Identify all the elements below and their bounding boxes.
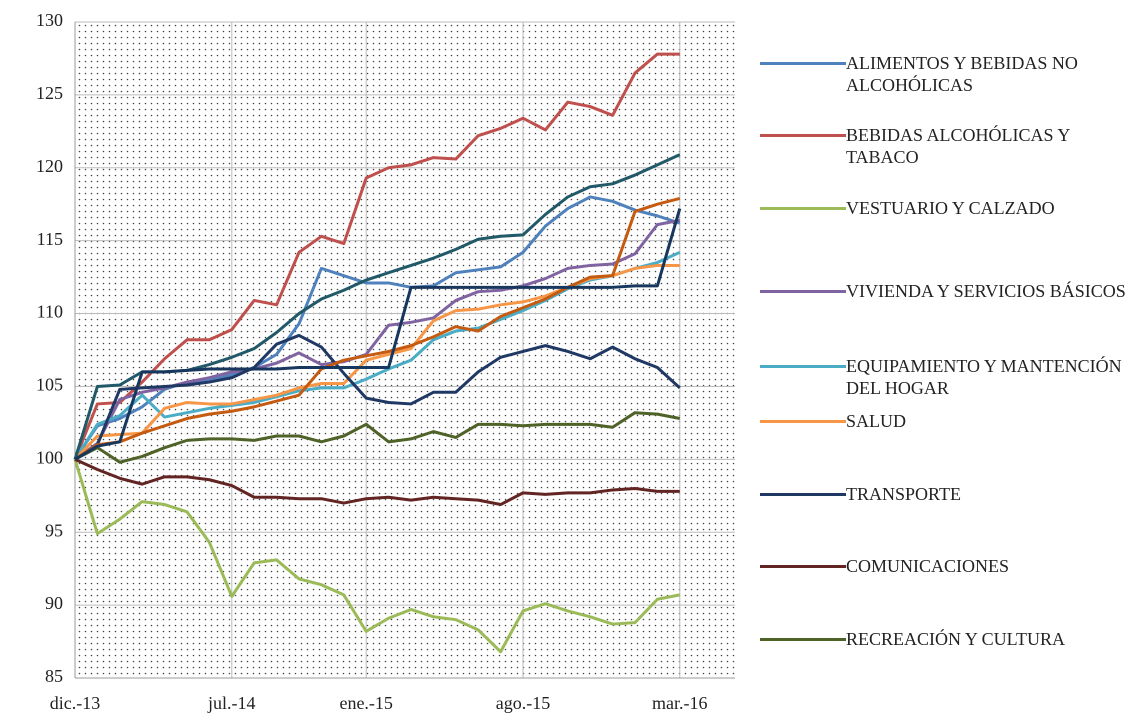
legend-item: VIVIENDA Y SERVICIOS BÁSICOS	[760, 280, 1130, 302]
legend-swatch	[760, 420, 846, 423]
legend-item: EQUIPAMIENTO Y MANTENCIÓN DEL HOGAR	[760, 355, 1130, 399]
legend-label: VIVIENDA Y SERVICIOS BÁSICOS	[846, 281, 1126, 301]
x-tick-label: mar.-16	[652, 693, 708, 713]
y-tick-label: 120	[36, 156, 63, 176]
legend-item: BEBIDAS ALCOHÓLICAS Y TABACO	[760, 124, 1130, 168]
legend-swatch	[760, 493, 846, 496]
legend-item: SALUD	[760, 410, 1130, 432]
legend-item: TRANSPORTE	[760, 483, 1130, 505]
legend-label: ALIMENTOS Y BEBIDAS NO ALCOHÓLICAS	[846, 53, 1078, 95]
series-line	[74, 457, 680, 507]
legend-label: SALUD	[846, 411, 907, 431]
legend-swatch	[760, 365, 846, 368]
y-tick-label: 85	[45, 666, 63, 686]
x-tick-label: ago.-15	[496, 693, 550, 713]
y-tick-label: 90	[45, 593, 63, 613]
y-tick-label: 105	[36, 375, 63, 395]
y-tick-label: 95	[45, 520, 63, 540]
legend-label: COMUNICACIONES	[846, 556, 1010, 576]
series-line	[74, 411, 681, 464]
legend-swatch	[760, 290, 846, 293]
x-tick-label: dic.-13	[50, 693, 100, 713]
legend-item: ALIMENTOS Y BEBIDAS NO ALCOHÓLICAS	[760, 52, 1130, 96]
legend-swatch	[760, 638, 846, 641]
x-tick-label: ene.-15	[339, 693, 392, 713]
legend-swatch	[760, 207, 846, 210]
y-tick-label: 125	[36, 83, 63, 103]
series-line	[73, 52, 680, 460]
series-line	[73, 458, 681, 654]
y-tick-label: 110	[37, 302, 63, 322]
y-tick-label: 100	[36, 447, 63, 467]
legend-label: BEBIDAS ALCOHÓLICAS Y TABACO	[846, 125, 1070, 167]
legend-label: RECREACIÓN Y CULTURA	[846, 629, 1066, 649]
legend-item: VESTUARIO Y CALZADO	[760, 197, 1130, 219]
legend-label: EQUIPAMIENTO Y MANTENCIÓN DEL HOGAR	[846, 356, 1122, 398]
legend-label: TRANSPORTE	[846, 484, 961, 504]
legend-item: COMUNICACIONES	[760, 555, 1130, 577]
legend-swatch	[760, 565, 846, 568]
legend-swatch	[760, 62, 846, 65]
series-line	[74, 208, 682, 461]
legend-swatch	[760, 134, 846, 137]
series-line	[74, 196, 681, 461]
legend-label: VESTUARIO Y CALZADO	[846, 198, 1055, 218]
y-tick-label: 115	[37, 229, 63, 249]
y-tick-label: 130	[36, 10, 63, 30]
series-line	[74, 333, 681, 461]
legend-item: RECREACIÓN Y CULTURA	[760, 628, 1130, 650]
x-tick-label: jul.-14	[207, 693, 256, 713]
